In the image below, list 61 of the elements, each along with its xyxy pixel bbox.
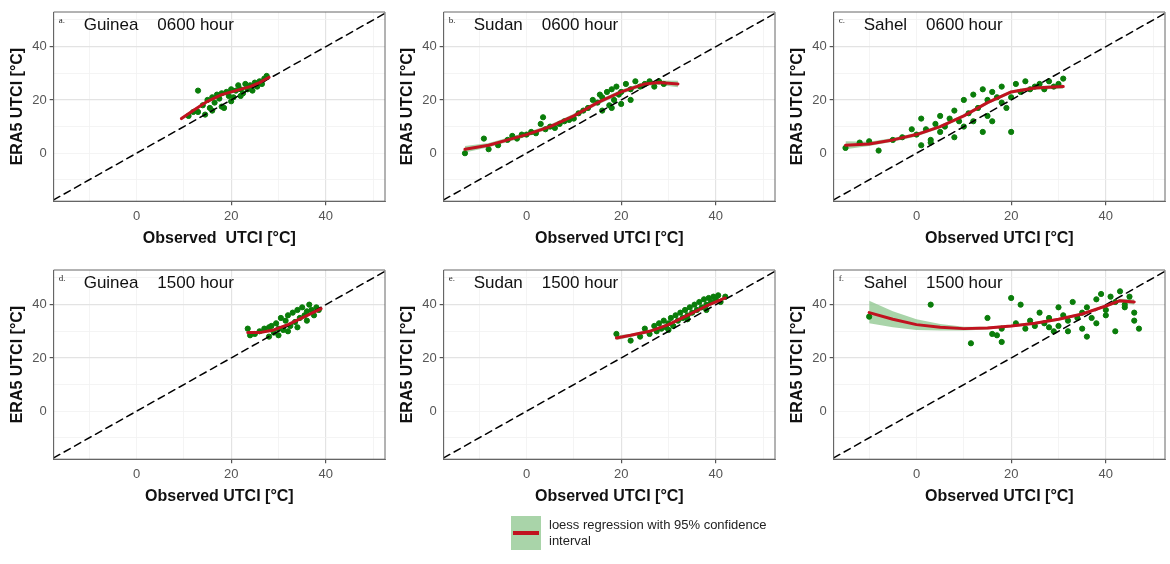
chart-title: Sahel 1500 hour xyxy=(863,273,1003,293)
y-tick-label: 0 xyxy=(819,144,827,160)
y-tick-label: 40 xyxy=(32,296,47,312)
y-tick-label: 0 xyxy=(429,402,437,418)
y-tick-label: 20 xyxy=(812,91,827,107)
chart-title: Sudan 0600 hour xyxy=(473,15,619,35)
y-tick-label: 40 xyxy=(812,296,827,312)
chart-title: Guinea 0600 hour xyxy=(83,15,235,35)
x-tick-label: 20 xyxy=(613,207,629,223)
y-tick-label: 20 xyxy=(422,91,437,107)
y-tick-label: 20 xyxy=(32,91,47,107)
x-tick-label: 0 xyxy=(522,465,531,481)
y-tick-label: 40 xyxy=(422,38,437,54)
y-tick-label: 40 xyxy=(812,38,827,54)
x-axis-title: Observed UTCI [°C] xyxy=(535,228,684,246)
x-tick-label: 0 xyxy=(522,207,531,223)
x-tick-label: 0 xyxy=(132,465,141,481)
annotation: d. xyxy=(58,272,66,283)
y-axis-title: ERA5 UTCI [°C] xyxy=(398,305,416,424)
chart-title: Guinea 1500 hour xyxy=(83,273,235,293)
y-axis-title: ERA5 UTCI [°C] xyxy=(788,47,806,166)
y-tick-label: 20 xyxy=(32,349,47,365)
legend-label: loess regression with 95% confidence interval xyxy=(549,517,768,549)
x-axis-title: Observed UTCI [°C] xyxy=(535,486,684,504)
x-tick-label: 0 xyxy=(912,207,921,223)
y-tick-label: 0 xyxy=(819,402,827,418)
y-tick-label: 20 xyxy=(422,349,437,365)
x-axis-title: Observed UTCI [°C] xyxy=(925,228,1074,246)
y-tick-label: 40 xyxy=(422,296,437,312)
x-tick-label: 40 xyxy=(318,465,334,481)
chart-title: Sudan 1500 hour xyxy=(473,273,619,293)
x-axis-title: Observed UTCI [°C] xyxy=(925,486,1074,504)
chart-title: Sahel 0600 hour xyxy=(863,15,1003,35)
annotation: e. xyxy=(448,272,455,283)
x-tick-label: 20 xyxy=(1003,465,1019,481)
y-tick-label: 0 xyxy=(39,144,47,160)
annotation: a. xyxy=(58,14,65,25)
y-tick-label: 0 xyxy=(39,402,47,418)
x-tick-label: 20 xyxy=(1003,207,1019,223)
y-tick-label: 0 xyxy=(429,144,437,160)
y-axis-title: ERA5 UTCI [°C] xyxy=(788,305,806,424)
x-tick-label: 40 xyxy=(708,207,724,223)
x-tick-label: 20 xyxy=(223,207,239,223)
x-tick-label: 40 xyxy=(318,207,334,223)
x-tick-label: 0 xyxy=(132,207,141,223)
x-axis-title: Observed UTCI [°C] xyxy=(145,486,294,504)
y-axis-title: ERA5 UTCI [°C] xyxy=(8,305,26,424)
y-tick-label: 20 xyxy=(812,349,827,365)
y-tick-label: 40 xyxy=(32,38,47,54)
y-axis-title: ERA5 UTCI [°C] xyxy=(398,47,416,166)
x-tick-label: 20 xyxy=(223,465,239,481)
x-tick-label: 20 xyxy=(613,465,629,481)
y-axis-title: ERA5 UTCI [°C] xyxy=(8,47,26,166)
annotation: f. xyxy=(838,272,844,283)
x-tick-label: 40 xyxy=(1098,207,1114,223)
annotation: c. xyxy=(838,14,845,25)
x-tick-label: 40 xyxy=(1098,465,1114,481)
annotation: b. xyxy=(448,14,456,25)
x-tick-label: 40 xyxy=(708,465,724,481)
x-axis-title: Observed UTCI [°C] xyxy=(142,228,296,246)
x-tick-label: 0 xyxy=(912,465,921,481)
